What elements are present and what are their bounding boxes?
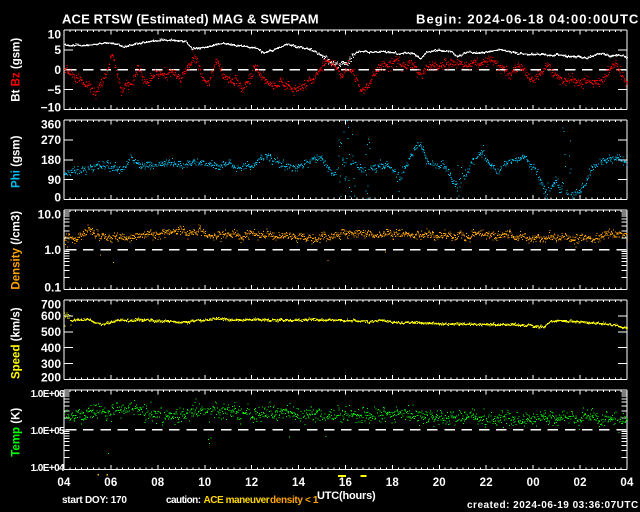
svg-text:0: 0 [54,63,61,77]
svg-text:500: 500 [41,325,61,339]
svg-text:Bt Bz (gsm): Bt Bz (gsm) [11,38,23,102]
svg-text:10.0: 10.0 [38,207,62,221]
svg-text:14: 14 [292,477,306,489]
svg-text:Speed (km/s): Speed (km/s) [11,307,23,379]
svg-text:270: 270 [41,133,61,147]
svg-text:18: 18 [386,477,400,489]
svg-text:00: 00 [527,477,540,489]
svg-text:400: 400 [41,341,61,355]
svg-text:ACE RTSW (Estimated) MAG & SWE: ACE RTSW (Estimated) MAG & SWEPAM [62,11,319,26]
svg-text:360: 360 [41,117,61,131]
svg-text:created: 2024-06-19 03:36:07UT: created: 2024-06-19 03:36:07UTC [467,500,639,511]
svg-text:5: 5 [54,43,61,57]
svg-text:1.0: 1.0 [44,243,61,257]
svg-text:ACE maneuver: ACE maneuver [204,495,270,506]
svg-text:−10: −10 [41,101,62,115]
svg-text:1.0E+06: 1.0E+06 [31,389,65,400]
svg-text:22: 22 [480,477,493,489]
svg-text:UTC(hours): UTC(hours) [317,490,376,502]
svg-text:10: 10 [198,477,211,489]
svg-text:Phi (gsm): Phi (gsm) [11,135,23,188]
svg-text:density < 1: density < 1 [270,495,319,506]
svg-text:600: 600 [41,309,61,323]
svg-text:0: 0 [54,191,61,205]
svg-text:Density (/cm3): Density (/cm3) [11,211,23,290]
svg-text:200: 200 [41,371,61,385]
svg-text:1.0E+04: 1.0E+04 [31,463,65,474]
svg-text:02: 02 [573,477,586,489]
svg-text:10: 10 [48,27,62,41]
svg-text:06: 06 [104,477,117,489]
svg-text:−5: −5 [47,83,61,97]
svg-text:700: 700 [41,297,61,311]
svg-text:300: 300 [41,357,61,371]
svg-text:start DOY: 170: start DOY: 170 [62,495,127,506]
svg-text:Begin: 2024-06-18 04:00:00UTC: Begin: 2024-06-18 04:00:00UTC [416,11,639,26]
svg-text:caution:: caution: [166,495,201,506]
svg-text:20: 20 [433,477,446,489]
svg-text:Temp (K): Temp (K) [11,408,23,457]
svg-text:16: 16 [339,477,352,489]
svg-text:08: 08 [151,477,165,489]
svg-text:04: 04 [57,477,71,489]
svg-text:04: 04 [620,477,634,489]
svg-text:0.1: 0.1 [44,281,61,295]
svg-text:12: 12 [245,477,258,489]
svg-text:1.0E+05: 1.0E+05 [31,426,65,437]
svg-text:90: 90 [48,173,62,187]
svg-text:180: 180 [41,153,61,167]
